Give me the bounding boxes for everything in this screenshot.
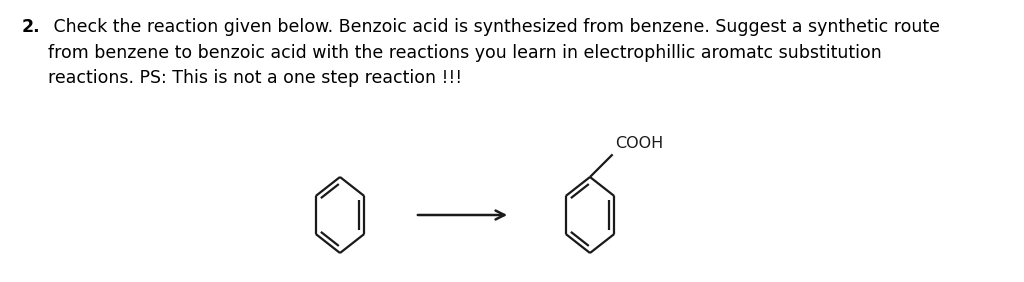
Text: 2.: 2. — [22, 18, 41, 36]
Text: COOH: COOH — [614, 136, 663, 151]
Text: Check the reaction given below. Benzoic acid is synthesized from benzene. Sugges: Check the reaction given below. Benzoic … — [48, 18, 940, 87]
